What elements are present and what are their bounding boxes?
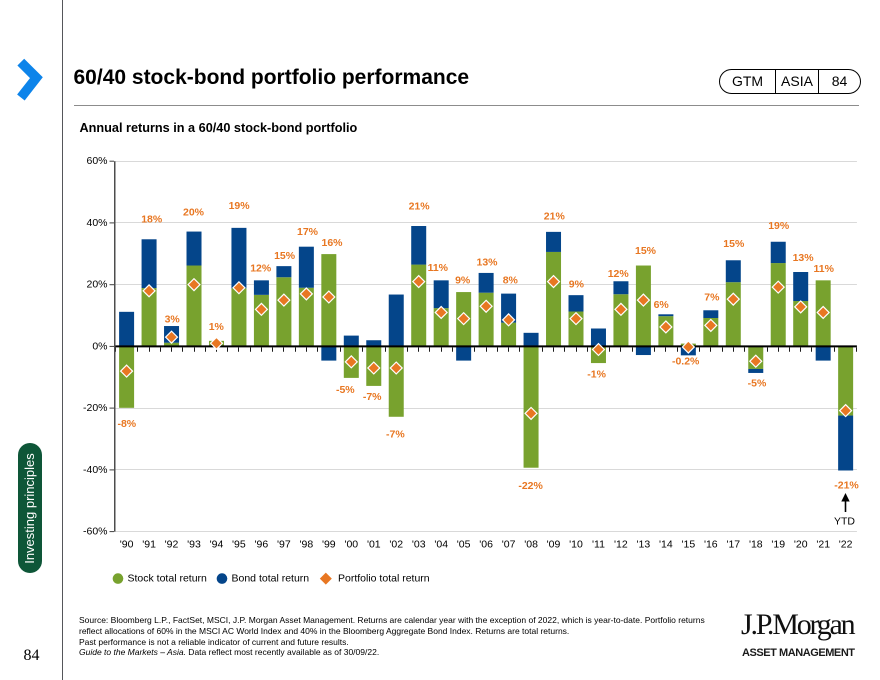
svg-text:19%: 19% [229,200,251,212]
svg-text:-7%: -7% [386,429,405,441]
svg-text:20%: 20% [86,279,107,291]
svg-text:'05: '05 [457,539,471,551]
svg-text:-5%: -5% [336,384,355,396]
svg-text:-7%: -7% [363,391,382,403]
svg-text:13%: 13% [793,252,815,264]
svg-text:40%: 40% [86,217,107,229]
svg-text:'06: '06 [479,539,493,551]
svg-text:15%: 15% [723,238,745,250]
svg-text:'02: '02 [389,539,403,551]
svg-text:'91: '91 [142,539,156,551]
svg-text:12%: 12% [608,268,630,280]
svg-text:'93: '93 [187,539,201,551]
svg-text:'95: '95 [232,539,246,551]
svg-text:18%: 18% [141,213,163,225]
svg-text:'11: '11 [592,539,605,551]
svg-text:-5%: -5% [748,378,767,390]
svg-text:9%: 9% [455,274,471,286]
svg-text:12%: 12% [250,263,272,275]
svg-text:-8%: -8% [117,418,136,430]
svg-text:9%: 9% [569,279,585,291]
svg-text:'09: '09 [547,539,561,551]
svg-text:1%: 1% [209,321,225,333]
svg-text:15%: 15% [635,245,657,257]
svg-text:11%: 11% [813,263,834,275]
svg-text:0%: 0% [92,340,107,352]
svg-text:'17: '17 [726,539,740,551]
svg-text:19%: 19% [768,220,790,232]
svg-text:3%: 3% [165,313,181,325]
svg-text:YTD: YTD [834,516,855,528]
svg-text:'15: '15 [682,539,696,551]
svg-text:'13: '13 [637,539,651,551]
svg-text:8%: 8% [503,274,519,286]
svg-text:'16: '16 [704,539,718,551]
svg-text:'14: '14 [659,539,673,551]
svg-text:'08: '08 [524,539,538,551]
svg-text:'10: '10 [569,539,583,551]
svg-text:15%: 15% [274,250,296,262]
svg-text:21%: 21% [544,211,566,223]
svg-text:Portfolio total return: Portfolio total return [338,573,430,585]
svg-text:-1%: -1% [587,369,606,381]
svg-text:'18: '18 [749,539,763,551]
svg-text:'01: '01 [367,539,381,551]
svg-text:'20: '20 [794,539,808,551]
svg-text:'22: '22 [839,539,853,551]
svg-text:-0.2%: -0.2% [672,356,700,368]
svg-text:'94: '94 [210,539,224,551]
svg-text:-21%: -21% [834,480,859,492]
svg-text:'90: '90 [120,539,134,551]
svg-text:'19: '19 [771,539,785,551]
svg-text:'00: '00 [344,539,358,551]
svg-text:'12: '12 [614,539,628,551]
svg-text:'97: '97 [277,539,291,551]
svg-text:16%: 16% [321,237,343,249]
svg-text:11%: 11% [428,262,449,274]
svg-text:-20%: -20% [83,402,108,414]
svg-text:'99: '99 [322,539,336,551]
svg-text:13%: 13% [476,257,498,269]
svg-text:60%: 60% [86,155,107,167]
svg-text:Stock total return: Stock total return [128,573,208,585]
svg-text:'96: '96 [255,539,269,551]
svg-text:21%: 21% [409,201,431,213]
svg-text:17%: 17% [297,226,319,238]
svg-text:'04: '04 [434,539,448,551]
svg-text:'07: '07 [502,539,516,551]
svg-text:20%: 20% [183,207,205,219]
svg-text:6%: 6% [654,299,670,311]
svg-text:'21: '21 [816,539,830,551]
svg-text:'98: '98 [300,539,314,551]
svg-text:Bond total return: Bond total return [232,573,310,585]
svg-text:-40%: -40% [83,464,108,476]
svg-text:'03: '03 [412,539,426,551]
svg-text:'92: '92 [165,539,179,551]
svg-text:-22%: -22% [518,480,543,492]
svg-text:7%: 7% [704,292,720,304]
svg-text:-60%: -60% [83,526,108,538]
